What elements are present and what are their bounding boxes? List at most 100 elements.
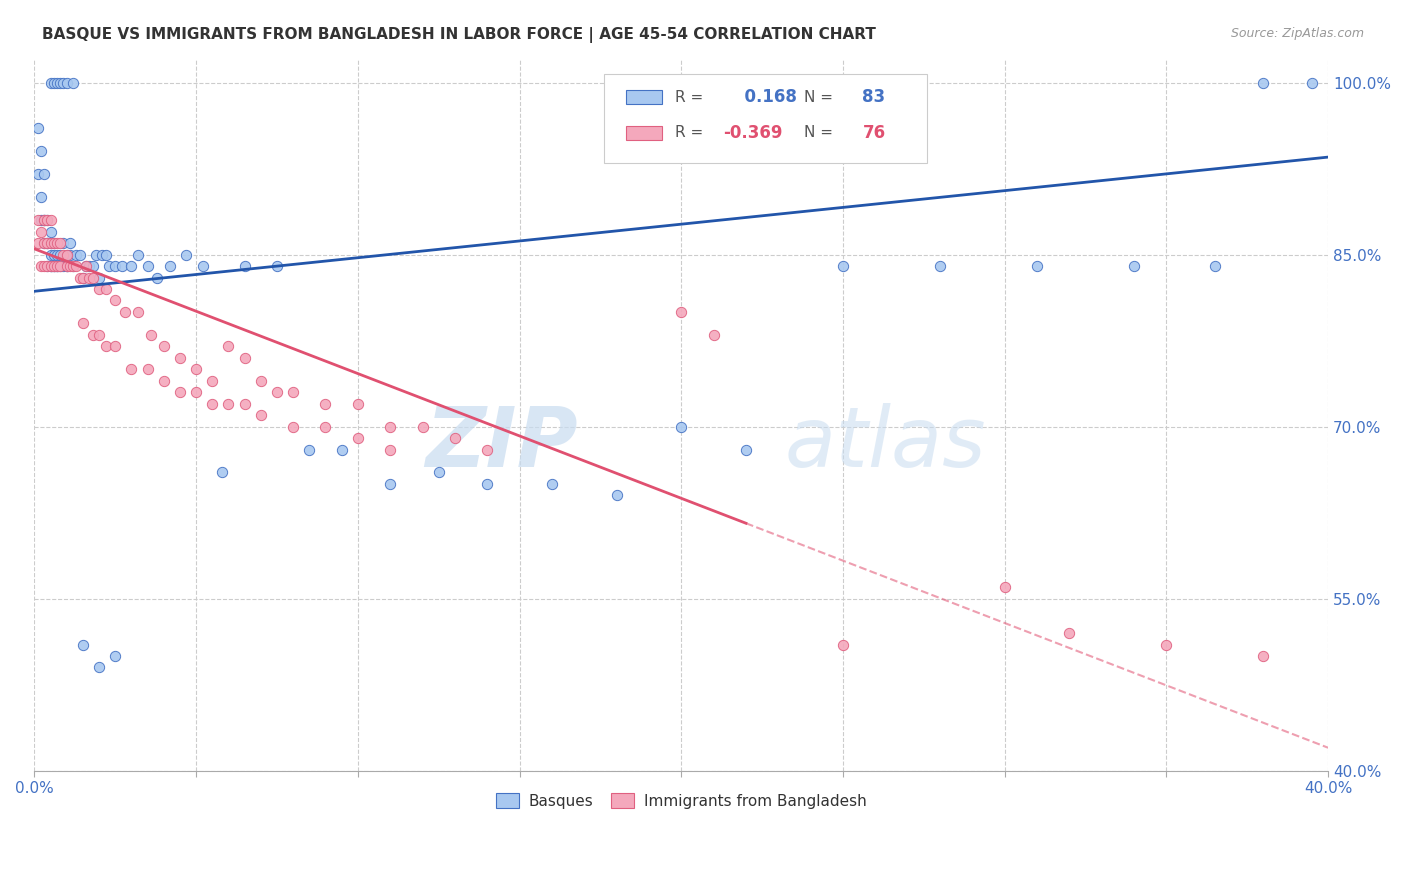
Point <box>346 431 368 445</box>
Point <box>217 397 239 411</box>
Point <box>30 225 52 239</box>
Point <box>52 236 75 251</box>
Point <box>42 236 65 251</box>
Point <box>39 259 62 273</box>
FancyBboxPatch shape <box>626 90 662 104</box>
Point <box>169 385 191 400</box>
Point <box>52 76 75 90</box>
Point <box>211 466 233 480</box>
Point <box>378 442 401 457</box>
Point <box>671 305 693 319</box>
Point <box>72 638 94 652</box>
Point <box>233 259 256 273</box>
Point <box>249 374 271 388</box>
Point <box>152 374 174 388</box>
Point <box>39 259 62 273</box>
Point <box>32 236 55 251</box>
Point <box>82 327 104 342</box>
Point <box>97 259 120 273</box>
Point <box>75 259 97 273</box>
Point <box>233 397 256 411</box>
Text: ZIP: ZIP <box>425 403 578 484</box>
Point <box>49 259 72 273</box>
Point <box>46 259 69 273</box>
Point <box>94 247 117 261</box>
Point <box>477 477 499 491</box>
Point <box>69 247 91 261</box>
Text: 0.168: 0.168 <box>733 88 797 106</box>
Point <box>72 270 94 285</box>
Point <box>39 259 62 273</box>
Point <box>55 247 77 261</box>
Point <box>82 270 104 285</box>
Point <box>42 259 65 273</box>
Point <box>42 259 65 273</box>
Point <box>30 213 52 227</box>
Point <box>55 259 77 273</box>
Point <box>346 397 368 411</box>
Point <box>201 397 224 411</box>
Point <box>39 225 62 239</box>
Point <box>94 282 117 296</box>
Point <box>39 236 62 251</box>
Point <box>79 270 101 285</box>
Point <box>176 247 198 261</box>
Point <box>703 327 725 342</box>
Point <box>152 339 174 353</box>
Point <box>84 247 107 261</box>
Point <box>120 362 142 376</box>
Point <box>136 362 159 376</box>
Point <box>62 259 84 273</box>
Point <box>55 76 77 90</box>
Point <box>994 580 1017 594</box>
Point <box>69 270 91 285</box>
Point <box>217 339 239 353</box>
Point <box>298 442 321 457</box>
Point <box>671 419 693 434</box>
Point <box>120 259 142 273</box>
FancyBboxPatch shape <box>626 126 662 140</box>
Text: 83: 83 <box>862 88 886 106</box>
Text: BASQUE VS IMMIGRANTS FROM BANGLADESH IN LABOR FORCE | AGE 45-54 CORRELATION CHAR: BASQUE VS IMMIGRANTS FROM BANGLADESH IN … <box>42 27 876 43</box>
Point <box>65 247 87 261</box>
Point <box>1253 648 1275 663</box>
Point <box>477 442 499 457</box>
Point <box>1301 76 1323 90</box>
Point <box>281 419 304 434</box>
Point <box>87 270 110 285</box>
Point <box>427 466 450 480</box>
Point <box>169 351 191 365</box>
Point <box>65 259 87 273</box>
Point <box>72 317 94 331</box>
Point <box>94 339 117 353</box>
Point <box>72 270 94 285</box>
Point <box>75 259 97 273</box>
Point <box>735 442 758 457</box>
Point <box>55 259 77 273</box>
Point <box>201 374 224 388</box>
Point <box>46 236 69 251</box>
Text: atlas: atlas <box>785 403 987 484</box>
FancyBboxPatch shape <box>603 74 927 162</box>
Point <box>59 236 82 251</box>
Point <box>49 247 72 261</box>
Point <box>159 259 181 273</box>
Point <box>42 247 65 261</box>
Point <box>1123 259 1146 273</box>
Legend: Basques, Immigrants from Bangladesh: Basques, Immigrants from Bangladesh <box>489 786 875 816</box>
Point <box>27 167 49 181</box>
Point <box>59 259 82 273</box>
Point <box>104 293 127 308</box>
Point <box>146 270 169 285</box>
Point <box>32 167 55 181</box>
Point <box>87 282 110 296</box>
Point <box>46 259 69 273</box>
Point <box>378 477 401 491</box>
Point <box>49 236 72 251</box>
Point <box>27 121 49 136</box>
Point <box>30 259 52 273</box>
Point <box>49 76 72 90</box>
Point <box>91 247 114 261</box>
Point <box>52 247 75 261</box>
Point <box>46 247 69 261</box>
